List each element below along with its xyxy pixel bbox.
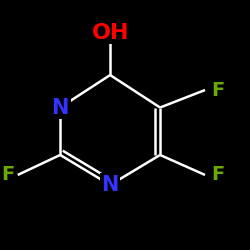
Text: OH: OH [92,22,129,42]
Text: N: N [102,175,119,195]
Text: F: F [211,166,224,184]
Text: N: N [52,98,69,117]
Text: F: F [1,166,14,184]
Text: F: F [211,80,224,100]
